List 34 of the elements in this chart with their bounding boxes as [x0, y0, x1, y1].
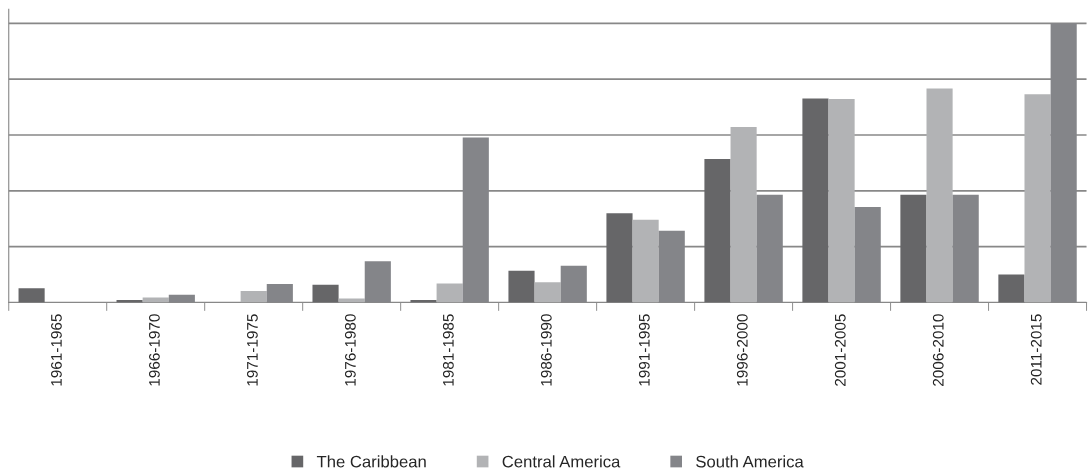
bar — [606, 213, 633, 303]
bar — [312, 284, 339, 303]
bar — [900, 194, 927, 303]
bar — [560, 265, 587, 303]
bar — [18, 288, 45, 303]
legend-label: Central America — [502, 455, 621, 468]
bar — [926, 88, 953, 303]
x-tick-label: 1976-1980 — [344, 314, 356, 386]
x-tick-label: 2011-2015 — [1030, 314, 1042, 385]
bar — [508, 270, 535, 303]
x-tick-label: 2001-2005 — [834, 314, 846, 386]
bar — [632, 219, 659, 303]
x-tick-label: 1981-1985 — [442, 314, 454, 386]
x-tick-label: 1971-1975 — [246, 314, 258, 386]
legend-label: The Caribbean — [316, 455, 426, 468]
x-tick-label: 1961-1965 — [51, 314, 62, 386]
x-tick-label: 2006-2010 — [932, 314, 944, 386]
bar — [436, 283, 463, 303]
x-tick-label: 1991-1995 — [638, 314, 650, 386]
legend-label: South America — [696, 455, 804, 468]
bar — [704, 159, 731, 303]
bar — [266, 284, 293, 303]
x-tick-label: 1986-1990 — [540, 314, 552, 386]
x-tick-label: 1966-1970 — [148, 314, 160, 386]
bar — [534, 282, 561, 303]
bar — [730, 126, 757, 303]
bar — [998, 274, 1025, 303]
bar — [142, 297, 169, 303]
bar — [802, 98, 829, 303]
bar — [364, 261, 391, 303]
bar — [1024, 94, 1051, 303]
x-tick-label: 1996-2000 — [736, 314, 748, 386]
bar — [828, 98, 855, 303]
bar — [240, 291, 267, 303]
